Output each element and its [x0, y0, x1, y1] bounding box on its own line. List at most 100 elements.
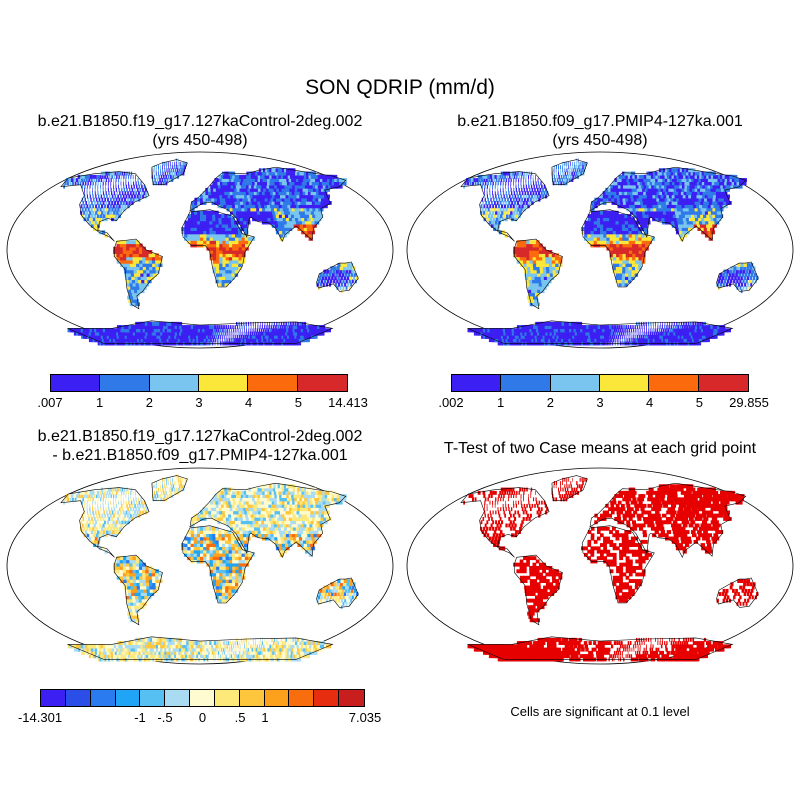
- grid-cell: [121, 187, 123, 192]
- grid-cell: [146, 276, 151, 280]
- grid-cell: [518, 187, 520, 192]
- grid-cell: [200, 220, 204, 225]
- grid-cell: [135, 292, 140, 297]
- grid-cell: [184, 220, 189, 225]
- grid-cell: [271, 187, 277, 192]
- grid-cell: [242, 338, 245, 343]
- grid-cell: [278, 223, 283, 228]
- grid-cell: [597, 214, 601, 218]
- grid-cell: [244, 227, 248, 231]
- grid-cell: [566, 161, 568, 166]
- grid-cell: [505, 184, 506, 189]
- grid-cell: [123, 259, 128, 264]
- grid-cell: [562, 165, 563, 169]
- grid-cell: [269, 321, 271, 326]
- grid-cell: [235, 236, 239, 241]
- grid-cell: [525, 276, 530, 280]
- grid-cell: [707, 217, 712, 222]
- grid-cell: [719, 204, 725, 209]
- grid-cell: [507, 184, 509, 189]
- grid-cell: [600, 220, 604, 225]
- grid-cell: [545, 250, 550, 254]
- grid-cell: [168, 178, 171, 182]
- grid-cell: [596, 233, 601, 238]
- grid-cell: [510, 171, 513, 176]
- grid-cell: [177, 171, 180, 176]
- grid-cell: [628, 243, 633, 248]
- grid-cell: [225, 266, 229, 271]
- grid-cell: [512, 197, 515, 202]
- grid-cell: [203, 223, 207, 228]
- grid-cell: [616, 250, 620, 254]
- grid-cell: [242, 334, 245, 339]
- grid-cell: [125, 279, 131, 284]
- grid-cell: [84, 191, 85, 196]
- grid-cell: [689, 331, 693, 336]
- grid-cell: [513, 174, 516, 179]
- grid-cell: [624, 181, 629, 186]
- grid-cell: [532, 292, 537, 297]
- grid-cell: [273, 331, 277, 336]
- grid-cell: [211, 328, 214, 333]
- grid-cell: [548, 256, 553, 261]
- grid-cell: [130, 174, 132, 179]
- grid-cell: [544, 279, 549, 284]
- grid-cell: [152, 181, 155, 186]
- grid-cell: [625, 233, 630, 238]
- grid-cell: [239, 187, 244, 192]
- grid-cell: [100, 187, 101, 192]
- grid-cell: [215, 334, 218, 339]
- grid-cell: [630, 184, 635, 189]
- grid-cell: [508, 207, 511, 212]
- grid-cell: [292, 220, 298, 225]
- grid-cell: [603, 338, 606, 343]
- grid-cell: [243, 184, 248, 189]
- grid-cell: [123, 181, 124, 186]
- grid-cell: [273, 328, 276, 333]
- grid-cell: [299, 223, 305, 228]
- grid-cell: [138, 250, 143, 254]
- grid-cell: [143, 269, 148, 274]
- grid-cell: [215, 328, 218, 333]
- grid-cell: [346, 263, 351, 267]
- grid-cell: [98, 178, 100, 182]
- grid-cell: [518, 214, 521, 218]
- grid-cell: [489, 217, 493, 222]
- grid-cell: [651, 331, 654, 336]
- grid-cell: [485, 178, 488, 182]
- grid-cell: [525, 178, 527, 182]
- grid-cell: [702, 204, 708, 209]
- grid-cell: [612, 256, 617, 261]
- grid-cell: [90, 207, 93, 212]
- grid-cell: [503, 178, 505, 182]
- grid-cell: [253, 184, 259, 189]
- grid-cell: [675, 191, 681, 196]
- grid-cell: [219, 259, 223, 264]
- grid-cell: [306, 325, 309, 329]
- grid-cell: [516, 256, 521, 261]
- grid-cell: [212, 256, 217, 261]
- grid-cell: [136, 263, 141, 267]
- grid-cell: [214, 197, 218, 202]
- grid-cell: [268, 220, 273, 225]
- grid-cell: [139, 187, 142, 192]
- grid-cell: [728, 272, 732, 277]
- grid-cell: [711, 201, 718, 205]
- grid-cell: [184, 230, 188, 235]
- grid-cell: [723, 201, 729, 205]
- grid-cell: [591, 201, 595, 205]
- grid-cell: [86, 217, 90, 222]
- grid-cell: [214, 178, 218, 182]
- grid-cell: [612, 240, 617, 245]
- grid-cell: [583, 331, 587, 336]
- grid-cell: [730, 279, 733, 284]
- grid-cell: [631, 236, 636, 241]
- grid-cell: [633, 331, 635, 336]
- grid-cell: [235, 250, 240, 254]
- grid-cell: [597, 210, 601, 215]
- grid-cell: [283, 220, 288, 225]
- grid-cell: [118, 181, 119, 186]
- grid-cell: [629, 338, 631, 343]
- grid-cell: [544, 187, 547, 192]
- grid-cell: [215, 272, 220, 277]
